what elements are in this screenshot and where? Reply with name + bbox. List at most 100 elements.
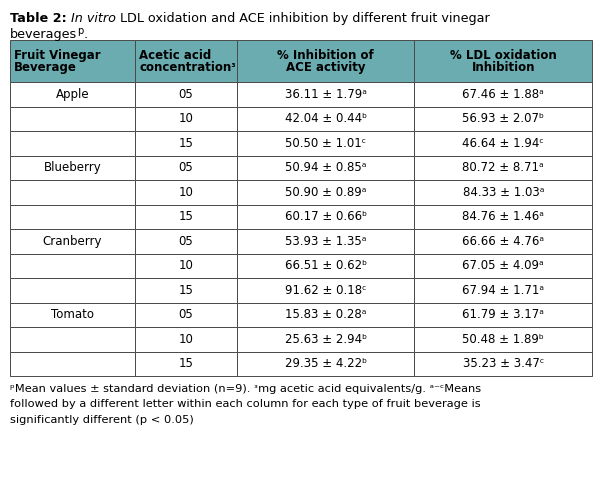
- Text: 84.76 ± 1.46ᵃ: 84.76 ± 1.46ᵃ: [462, 210, 544, 224]
- Bar: [10, 254, 135, 278]
- Text: 67.94 ± 1.71ᵃ: 67.94 ± 1.71ᵃ: [462, 284, 544, 297]
- Bar: [135, 82, 237, 107]
- Text: 50.50 ± 1.01ᶜ: 50.50 ± 1.01ᶜ: [285, 137, 366, 150]
- Bar: [415, 303, 592, 327]
- Text: Acetic acid: Acetic acid: [139, 49, 211, 62]
- Bar: [10, 278, 135, 303]
- Bar: [135, 278, 237, 303]
- Text: 15.83 ± 0.28ᵃ: 15.83 ± 0.28ᵃ: [285, 308, 367, 322]
- Text: 53.93 ± 1.35ᵃ: 53.93 ± 1.35ᵃ: [285, 235, 367, 248]
- Bar: [10, 107, 135, 131]
- Bar: [135, 107, 237, 131]
- Bar: [135, 156, 237, 180]
- Text: ACE activity: ACE activity: [286, 61, 365, 74]
- Text: 50.94 ± 0.85ᵃ: 50.94 ± 0.85ᵃ: [285, 162, 367, 174]
- Text: 61.79 ± 3.17ᵃ: 61.79 ± 3.17ᵃ: [462, 308, 544, 322]
- Bar: [237, 229, 415, 254]
- Bar: [10, 131, 135, 156]
- Bar: [237, 303, 415, 327]
- Bar: [237, 180, 415, 205]
- Bar: [135, 254, 237, 278]
- Text: 91.62 ± 0.18ᶜ: 91.62 ± 0.18ᶜ: [285, 284, 367, 297]
- Bar: [415, 254, 592, 278]
- Text: 66.66 ± 4.76ᵃ: 66.66 ± 4.76ᵃ: [462, 235, 544, 248]
- Bar: [135, 303, 237, 327]
- Text: 10: 10: [179, 186, 193, 199]
- Bar: [237, 131, 415, 156]
- Text: concentrationᶟ: concentrationᶟ: [139, 61, 236, 74]
- Text: 15: 15: [179, 284, 193, 297]
- Text: LDL oxidation and ACE inhibition by different fruit vinegar: LDL oxidation and ACE inhibition by diff…: [116, 12, 490, 25]
- Bar: [10, 180, 135, 205]
- Text: 10: 10: [179, 112, 193, 126]
- Text: 35.23 ± 3.47ᶜ: 35.23 ± 3.47ᶜ: [462, 358, 544, 370]
- Text: 05: 05: [179, 88, 193, 101]
- Text: In vitro: In vitro: [71, 12, 116, 25]
- Text: 25.63 ± 2.94ᵇ: 25.63 ± 2.94ᵇ: [285, 333, 367, 346]
- Bar: [10, 229, 135, 254]
- Text: significantly different (p < 0.05): significantly different (p < 0.05): [10, 415, 194, 425]
- Bar: [415, 278, 592, 303]
- Bar: [237, 205, 415, 229]
- Bar: [415, 156, 592, 180]
- Text: followed by a different letter within each column for each type of fruit beverag: followed by a different letter within ea…: [10, 400, 480, 410]
- Bar: [135, 327, 237, 352]
- Bar: [415, 352, 592, 376]
- Bar: [135, 352, 237, 376]
- Bar: [10, 352, 135, 376]
- Text: Apple: Apple: [56, 88, 89, 101]
- Text: ᵖMean values ± standard deviation (n=9). ᶟmg acetic acid equivalents/g. ᵃ⁻ᶜMeans: ᵖMean values ± standard deviation (n=9).…: [10, 384, 481, 394]
- Text: 42.04 ± 0.44ᵇ: 42.04 ± 0.44ᵇ: [285, 112, 367, 126]
- Bar: [135, 40, 237, 82]
- Bar: [10, 303, 135, 327]
- Text: 84.33 ± 1.03ᵃ: 84.33 ± 1.03ᵃ: [462, 186, 544, 199]
- Text: 67.46 ± 1.88ᵃ: 67.46 ± 1.88ᵃ: [462, 88, 544, 101]
- Bar: [237, 278, 415, 303]
- Bar: [237, 352, 415, 376]
- Text: 46.64 ± 1.94ᶜ: 46.64 ± 1.94ᶜ: [462, 137, 544, 150]
- Text: beverages: beverages: [10, 28, 77, 41]
- Text: Cranberry: Cranberry: [43, 235, 102, 248]
- Bar: [415, 131, 592, 156]
- Text: Tomato: Tomato: [51, 308, 94, 322]
- Bar: [135, 131, 237, 156]
- Bar: [415, 82, 592, 107]
- Bar: [135, 229, 237, 254]
- Text: 15: 15: [179, 210, 193, 224]
- Bar: [415, 107, 592, 131]
- Text: 15: 15: [179, 137, 193, 150]
- Bar: [415, 327, 592, 352]
- Bar: [10, 40, 135, 82]
- Bar: [237, 107, 415, 131]
- Text: % LDL oxidation: % LDL oxidation: [450, 49, 557, 62]
- Text: 10: 10: [179, 333, 193, 346]
- Text: p: p: [77, 26, 84, 36]
- Bar: [10, 327, 135, 352]
- Text: Beverage: Beverage: [14, 61, 77, 74]
- Text: 29.35 ± 4.22ᵇ: 29.35 ± 4.22ᵇ: [285, 358, 367, 370]
- Text: 60.17 ± 0.66ᵇ: 60.17 ± 0.66ᵇ: [285, 210, 367, 224]
- Text: 66.51 ± 0.62ᵇ: 66.51 ± 0.62ᵇ: [285, 260, 367, 272]
- Text: 05: 05: [179, 235, 193, 248]
- Bar: [415, 180, 592, 205]
- Bar: [237, 40, 415, 82]
- Text: Inhibition: Inhibition: [471, 61, 535, 74]
- Text: 15: 15: [179, 358, 193, 370]
- Text: 05: 05: [179, 162, 193, 174]
- Bar: [10, 205, 135, 229]
- Text: 67.05 ± 4.09ᵃ: 67.05 ± 4.09ᵃ: [462, 260, 544, 272]
- Text: 56.93 ± 2.07ᵇ: 56.93 ± 2.07ᵇ: [462, 112, 544, 126]
- Text: 05: 05: [179, 308, 193, 322]
- Text: % Inhibition of: % Inhibition of: [278, 49, 374, 62]
- Text: Table 2:: Table 2:: [10, 12, 71, 25]
- Bar: [10, 156, 135, 180]
- Bar: [237, 82, 415, 107]
- Bar: [10, 82, 135, 107]
- Text: 80.72 ± 8.71ᵃ: 80.72 ± 8.71ᵃ: [462, 162, 544, 174]
- Bar: [237, 156, 415, 180]
- Bar: [415, 40, 592, 82]
- Text: Blueberry: Blueberry: [44, 162, 102, 174]
- Bar: [415, 229, 592, 254]
- Text: 50.90 ± 0.89ᵃ: 50.90 ± 0.89ᵃ: [285, 186, 367, 199]
- Bar: [135, 205, 237, 229]
